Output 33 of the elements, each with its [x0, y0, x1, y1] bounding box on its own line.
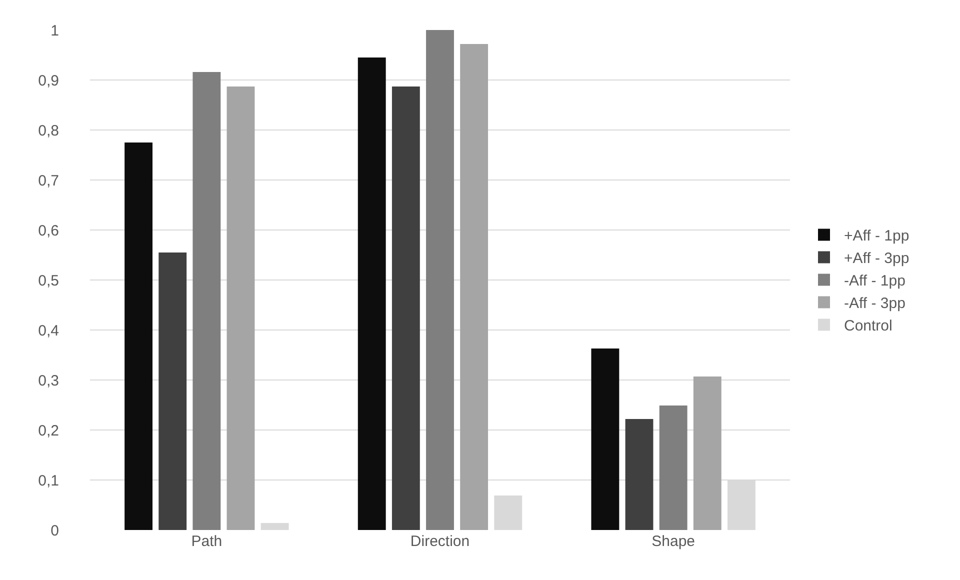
y-tick-label: 0,6 — [38, 222, 59, 240]
bar — [124, 142, 152, 530]
y-tick-label: 0,7 — [38, 172, 59, 190]
bar — [158, 252, 187, 530]
y-tick-label: 0,5 — [38, 272, 59, 290]
y-tick-label: 0 — [50, 522, 59, 540]
legend-label: -Aff - 1pp — [844, 272, 906, 290]
legend-label: +Aff - 1pp — [844, 228, 910, 245]
y-tick-label: 0,4 — [38, 322, 59, 340]
bar — [392, 86, 420, 530]
bar — [260, 523, 289, 530]
y-tick-label: 1 — [50, 22, 59, 40]
x-tick-label: Shape — [652, 533, 696, 550]
bar — [226, 86, 255, 530]
bar — [358, 58, 386, 530]
y-tick-label: 0,3 — [38, 372, 59, 390]
legend-label: Control — [844, 318, 892, 335]
bar — [494, 496, 522, 530]
legend-label: +Aff - 3pp — [844, 250, 910, 268]
bar — [693, 376, 722, 530]
bar — [659, 406, 688, 530]
x-tick-label: Direction — [410, 533, 470, 550]
bar — [460, 44, 488, 530]
bar — [426, 30, 454, 530]
bar — [591, 348, 620, 530]
legend-label: -Aff - 3pp — [844, 295, 906, 312]
bar — [192, 72, 221, 530]
y-tick-label: 0,1 — [38, 472, 59, 490]
y-tick-label: 0,8 — [38, 122, 59, 140]
y-tick-label: 0,2 — [38, 422, 59, 440]
bar — [625, 419, 654, 530]
x-tick-label: Path — [191, 533, 222, 550]
y-tick-label: 0,9 — [38, 72, 59, 90]
